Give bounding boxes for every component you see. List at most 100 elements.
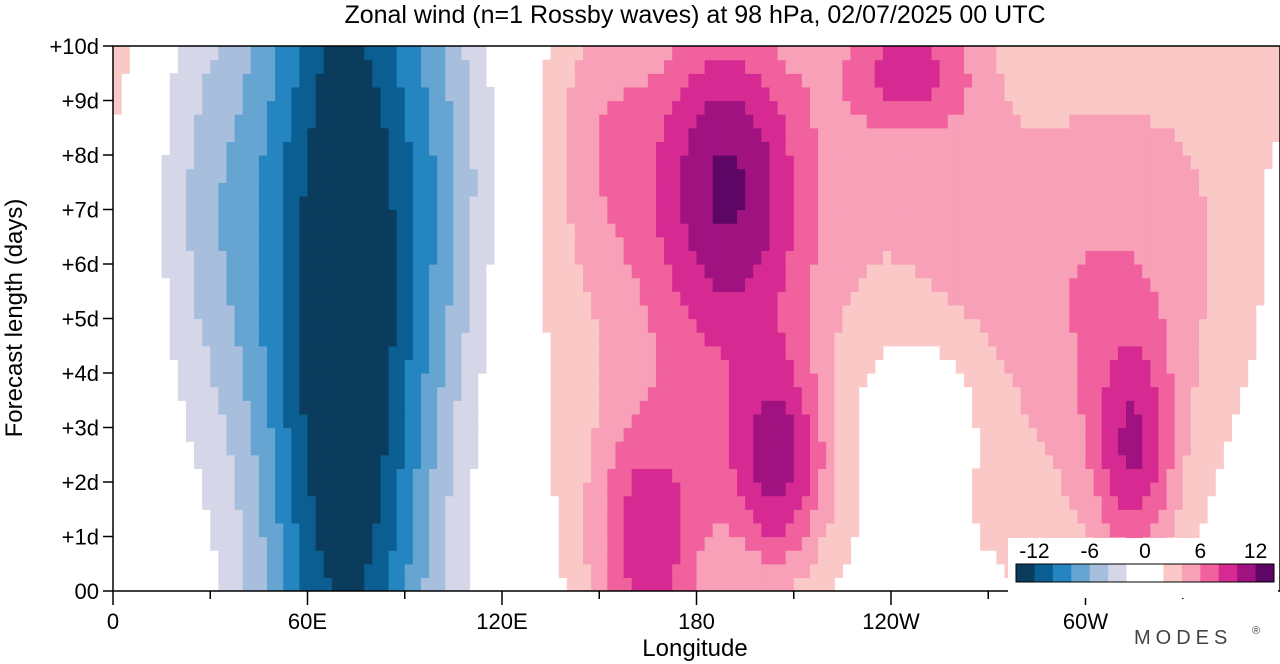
field-cell	[356, 522, 365, 538]
field-cell	[939, 304, 949, 320]
field-cell	[761, 86, 771, 102]
field-cell	[283, 59, 292, 74]
field-cell	[583, 155, 592, 170]
field-cell	[955, 141, 965, 156]
field-cell	[307, 46, 317, 61]
field-cell	[1044, 209, 1054, 224]
field-cell	[1198, 427, 1208, 442]
field-cell	[1093, 291, 1103, 306]
field-cell	[793, 141, 803, 156]
field-cell	[615, 155, 625, 170]
field-cell	[1182, 100, 1192, 115]
field-cell	[566, 373, 576, 388]
field-cell	[372, 223, 382, 238]
field-cell	[688, 100, 698, 115]
field-cell	[963, 236, 973, 251]
field-cell	[194, 277, 203, 292]
field-cell	[1255, 182, 1265, 197]
field-cell	[1093, 114, 1103, 129]
field-cell	[1117, 73, 1127, 88]
field-cell	[745, 291, 754, 306]
field-cell	[769, 141, 779, 156]
field-cell	[226, 291, 236, 306]
field-cell	[591, 563, 600, 578]
field-cell	[1028, 86, 1038, 102]
field-cell	[915, 304, 925, 320]
field-cell	[688, 223, 698, 238]
field-cell	[818, 468, 827, 483]
field-cell	[1044, 264, 1054, 279]
field-cell	[461, 495, 471, 510]
field-cell	[1053, 168, 1062, 183]
field-cell	[874, 182, 884, 197]
field-cell	[866, 59, 876, 74]
field-cell	[712, 264, 722, 279]
field-cell	[963, 359, 973, 374]
field-cell	[826, 577, 835, 591]
field-cell	[745, 454, 754, 469]
field-cell	[445, 495, 454, 510]
field-cell	[307, 304, 317, 320]
field-cell	[194, 345, 203, 360]
field-cell	[996, 46, 1006, 61]
field-cell	[275, 373, 284, 388]
field-cell	[1231, 236, 1241, 251]
field-cell	[607, 59, 617, 74]
field-cell	[283, 304, 292, 320]
field-cell	[453, 468, 463, 483]
field-cell	[1198, 250, 1208, 265]
field-cell	[1182, 155, 1192, 170]
field-cell	[680, 536, 689, 551]
field-cell	[769, 441, 779, 456]
field-cell	[275, 59, 284, 74]
field-cell	[737, 536, 746, 551]
field-cell	[1044, 427, 1054, 442]
field-cell	[737, 482, 746, 497]
field-cell	[226, 86, 236, 102]
field-cell	[1190, 413, 1200, 429]
field-cell	[1182, 441, 1192, 456]
field-cell	[704, 250, 714, 265]
field-cell	[769, 168, 779, 183]
field-cell	[1158, 168, 1168, 183]
field-cell	[1020, 100, 1030, 115]
field-cell	[1036, 427, 1046, 442]
field-cell	[331, 155, 341, 170]
field-cell	[461, 536, 471, 551]
field-cell	[1158, 155, 1168, 170]
field-cell	[737, 141, 746, 156]
field-cell	[461, 509, 471, 524]
field-cell	[291, 277, 300, 292]
field-cell	[1117, 291, 1127, 306]
field-cell	[477, 46, 487, 61]
field-cell	[955, 127, 965, 142]
field-cell	[1101, 209, 1111, 224]
field-cell	[218, 345, 228, 360]
field-cell	[266, 441, 276, 456]
field-cell	[1077, 427, 1087, 442]
field-cell	[266, 168, 276, 183]
field-cell	[672, 427, 681, 442]
field-cell	[1126, 195, 1135, 211]
field-cell	[437, 373, 446, 388]
field-cell	[988, 291, 997, 306]
field-cell	[566, 441, 576, 456]
field-cell	[777, 495, 787, 510]
field-cell	[258, 291, 268, 306]
field-cell	[1061, 236, 1070, 251]
field-cell	[453, 182, 463, 197]
field-cell	[1198, 195, 1208, 211]
field-cell	[1101, 168, 1111, 183]
field-cell	[1174, 114, 1184, 129]
field-cell	[688, 563, 698, 578]
field-cell	[323, 427, 333, 442]
field-cell	[404, 250, 414, 265]
field-cell	[1036, 264, 1046, 279]
field-cell	[1012, 359, 1022, 374]
field-cell	[793, 359, 803, 374]
field-cell	[1150, 141, 1160, 156]
field-cell	[672, 495, 681, 510]
field-cell	[737, 195, 746, 211]
field-cell	[437, 495, 446, 510]
field-cell	[599, 386, 608, 401]
